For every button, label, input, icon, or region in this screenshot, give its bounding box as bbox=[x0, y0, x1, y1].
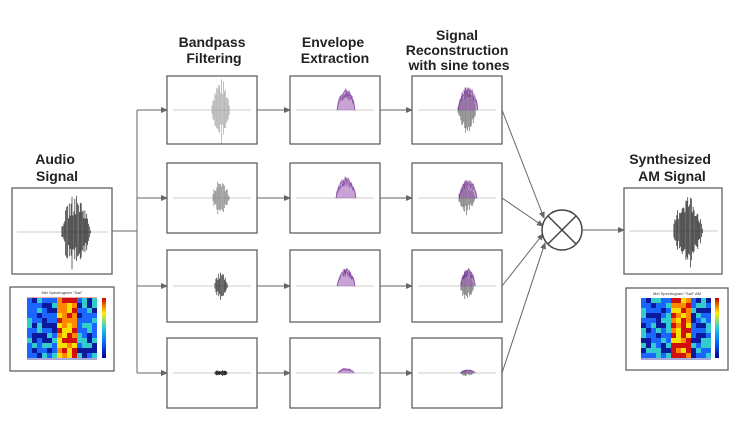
label-envelope-extraction: Envelope Extraction bbox=[301, 34, 369, 66]
envelope-shape-1 bbox=[336, 87, 356, 111]
bandpass-waveform-1 bbox=[211, 79, 230, 144]
input-waveform bbox=[61, 195, 91, 270]
arrow-recon-to-node-4 bbox=[501, 242, 546, 374]
bandpass-waveform-2 bbox=[212, 181, 230, 214]
envelope-shape-2 bbox=[335, 175, 357, 199]
reconstruction-envelope-3 bbox=[460, 267, 476, 287]
combine-node bbox=[541, 209, 583, 251]
arrow-recon-to-node-3 bbox=[501, 233, 544, 287]
envelope-shape-3 bbox=[336, 267, 356, 287]
output-spectrogram: Mel Spectrogram "Sail" AM bbox=[625, 287, 729, 371]
arrow-recon-to-node-2 bbox=[501, 197, 544, 227]
arrow-recon-to-node-1 bbox=[501, 109, 545, 219]
output-waveform bbox=[673, 197, 703, 268]
reconstruction-envelope-2 bbox=[458, 179, 478, 199]
svg-text:Mel Spectrogram "Sail" AM: Mel Spectrogram "Sail" AM bbox=[653, 291, 701, 296]
label-bandpass-filtering: Bandpass Filtering bbox=[179, 34, 250, 66]
output-waveform-burst bbox=[673, 197, 703, 268]
reconstruction-envelope-4 bbox=[460, 369, 476, 374]
envelope-shape-4 bbox=[337, 367, 355, 374]
input-split-arrows bbox=[112, 107, 168, 376]
svg-text:Mel Spectrogram "Sail": Mel Spectrogram "Sail" bbox=[41, 290, 83, 295]
bandpass-waveform-4 bbox=[214, 370, 228, 376]
bandpass-waveform-3 bbox=[214, 272, 228, 300]
input-waveform-burst bbox=[61, 195, 91, 270]
label-signal-reconstruction: Signal Reconstruction with sine tones bbox=[406, 27, 513, 73]
label-audio-signal: Audio Signal bbox=[35, 151, 79, 184]
reconstruction-envelope-1 bbox=[457, 87, 479, 111]
label-synthesized-am-signal: Synthesized AM Signal bbox=[629, 151, 715, 184]
input-spectrogram: Mel Spectrogram "Sail" bbox=[9, 286, 115, 372]
